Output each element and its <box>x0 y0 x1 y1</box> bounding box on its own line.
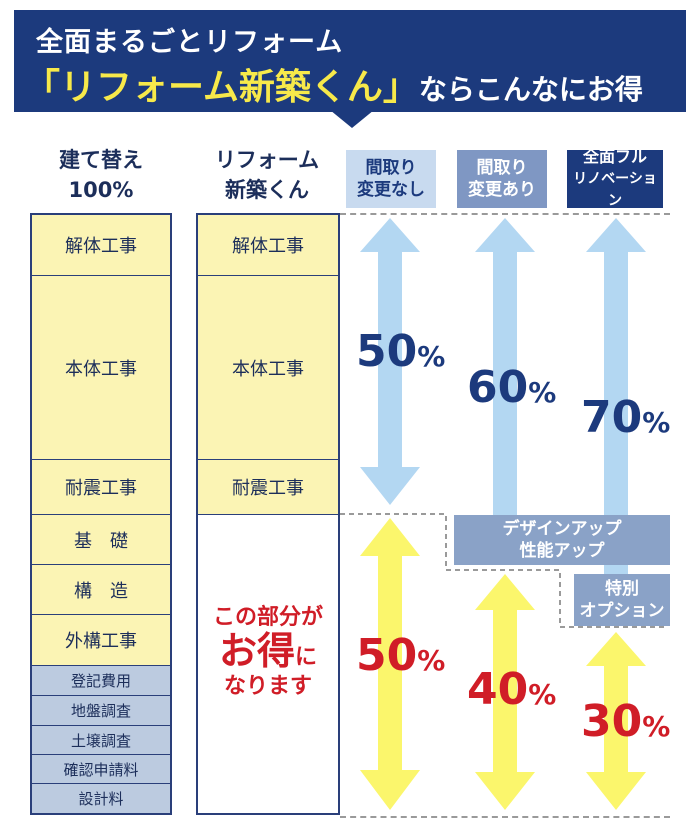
banner-pointer <box>330 110 374 128</box>
option-tag-full-renovation: 全面フルリノベーション <box>567 147 663 209</box>
option-tag-1-line1: 間取り <box>365 158 417 178</box>
step-lines <box>340 513 668 628</box>
percent-sign: % <box>642 406 671 439</box>
yellow-double-arrow-3 <box>586 632 646 810</box>
reform-item: 解体工事 <box>198 215 338 276</box>
lower-percent-2-value: 40 <box>467 664 529 715</box>
blue-double-arrow-1 <box>360 218 420 505</box>
design-performance-band: デザインアップ 性能アップ <box>454 515 670 565</box>
rebuild-header: 建て替え 100% <box>30 145 172 205</box>
option-tag-2-line2: 変更あり <box>468 180 536 200</box>
upper-percent-2: 60% <box>467 362 556 413</box>
lower-percent-3-value: 30 <box>581 696 643 747</box>
percent-sign: % <box>528 376 557 409</box>
upper-percent-3-value: 70 <box>581 392 643 443</box>
upper-percent-3: 70% <box>581 392 670 443</box>
lower-percent-3: 30% <box>581 696 670 747</box>
option-tag-2-line1: 間取り <box>476 158 528 178</box>
bottom-guide-line <box>340 816 670 818</box>
banner-rest: ならこんなにお得 <box>418 73 643 106</box>
percent-sign: % <box>528 678 557 711</box>
rebuild-item: 地盤調査 <box>32 696 170 726</box>
reform-header-line2: 新築くん <box>225 178 309 202</box>
option-tag-3-line1: 全面フル <box>582 147 647 166</box>
option-tag-1-line2: 変更なし <box>357 180 425 200</box>
reform-header-line1: リフォーム <box>214 148 320 172</box>
savings-note-line3: なります <box>223 673 312 699</box>
percent-sign: % <box>417 644 446 677</box>
banner-subtitle: 「リフォーム新築くん」ならこんなにお得 <box>24 58 643 110</box>
option-tag-layout-change: 間取り 変更あり <box>457 150 547 208</box>
rebuild-item: 構 造 <box>32 565 170 615</box>
banner-title: 全面まるごとリフォーム <box>36 27 344 58</box>
reform-column: 解体工事 本体工事 耐震工事 この部分が お得に なります <box>196 213 340 815</box>
header-banner <box>14 10 686 112</box>
yellow-double-arrow-1 <box>360 518 420 810</box>
lower-percent-1: 50% <box>356 630 445 681</box>
upper-percent-1: 50% <box>356 326 445 377</box>
blue-arrow-2 <box>475 218 535 515</box>
rebuild-item: 登記費用 <box>32 666 170 696</box>
upper-percent-2-value: 60 <box>467 362 529 413</box>
percent-sign: % <box>417 340 446 373</box>
design-band-line1: デザインアップ <box>502 519 622 539</box>
rebuild-item: 外構工事 <box>32 615 170 666</box>
rebuild-item: 本体工事 <box>32 276 170 460</box>
savings-note-line1: この部分が <box>212 605 323 630</box>
savings-note-big: お得 <box>218 629 295 674</box>
rebuild-item: 確認申請料 <box>32 755 170 784</box>
rebuild-header-line1: 建て替え <box>59 148 143 172</box>
lower-percent-1-value: 50 <box>356 630 418 681</box>
special-band-line1: 特別 <box>605 579 639 599</box>
special-band-line2: オプション <box>579 601 665 621</box>
rebuild-header-line2: 100% <box>68 178 134 202</box>
upper-percent-1-value: 50 <box>356 326 418 377</box>
reform-item: 本体工事 <box>198 276 338 460</box>
rebuild-item: 基 礎 <box>32 515 170 565</box>
reform-header: リフォーム 新築くん <box>196 145 338 205</box>
rebuild-item: 設計料 <box>32 784 170 813</box>
blue-arrow-3 <box>586 218 646 574</box>
reform-item: 耐震工事 <box>198 460 338 515</box>
savings-note: この部分が お得に なります <box>198 605 338 699</box>
rebuild-item: 土壌調査 <box>32 726 170 755</box>
design-band-line2: 性能アップ <box>519 541 605 561</box>
rebuild-item: 耐震工事 <box>32 460 170 515</box>
savings-note-small: に <box>295 645 318 671</box>
rebuild-column: 解体工事 本体工事 耐震工事 基 礎 構 造 外構工事 登記費用 地盤調査 土壌… <box>30 213 172 815</box>
option-tag-no-layout-change: 間取り 変更なし <box>346 150 436 208</box>
top-guide-line <box>340 213 670 215</box>
yellow-double-arrow-2 <box>475 574 535 810</box>
rebuild-item: 解体工事 <box>32 215 170 276</box>
banner-highlight: 「リフォーム新築くん」 <box>24 67 419 108</box>
lower-percent-2: 40% <box>467 664 556 715</box>
percent-sign: % <box>642 710 671 743</box>
option-tag-3-line2: リノベーション <box>573 171 657 209</box>
special-option-band: 特別 オプション <box>574 574 670 626</box>
